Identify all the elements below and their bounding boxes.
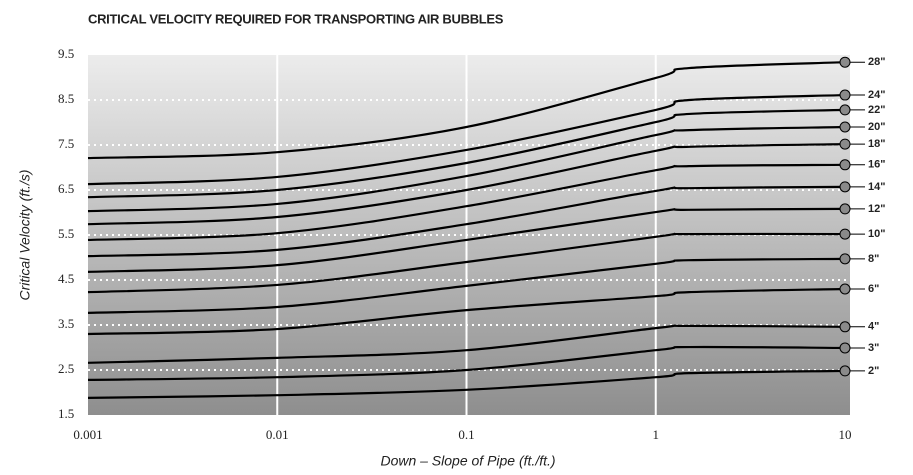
y-tick-label: 3.5	[58, 316, 74, 331]
series-line	[87, 287, 846, 336]
series-line	[87, 369, 846, 399]
end-marker	[839, 321, 851, 333]
series-label: 24"	[868, 89, 885, 101]
end-marker	[839, 159, 851, 171]
series-line	[87, 108, 846, 199]
series-label: 6"	[868, 283, 879, 295]
x-tick-label: 0.01	[266, 427, 289, 442]
y-tick-label: 5.5	[58, 226, 74, 241]
y-tick-label: 2.5	[58, 361, 74, 376]
series-line	[87, 143, 846, 226]
end-marker	[839, 121, 851, 133]
series-label: 14"	[868, 181, 885, 193]
series-line	[87, 61, 846, 160]
series-line	[87, 125, 846, 213]
chart-title: CRITICAL VELOCITY REQUIRED FOR TRANSPORT…	[88, 11, 504, 26]
end-marker	[839, 203, 851, 215]
series-label: 28"	[868, 56, 885, 68]
end-marker	[839, 253, 851, 265]
end-marker	[839, 181, 851, 193]
series-line	[87, 207, 846, 273]
series-label: 18"	[868, 138, 885, 150]
end-marker	[839, 228, 851, 240]
series-label: 20"	[868, 121, 885, 133]
series-line	[87, 185, 846, 258]
series-label: 10"	[868, 228, 885, 240]
end-marker	[839, 56, 851, 68]
x-tick-label: 1	[653, 427, 660, 442]
series-line	[87, 93, 846, 186]
y-tick-label: 4.5	[58, 271, 74, 286]
end-marker	[839, 283, 851, 295]
series-label: 22"	[868, 104, 885, 116]
series-line	[87, 345, 846, 381]
y-tick-label: 9.5	[58, 46, 74, 61]
series-label: 4"	[868, 321, 879, 333]
end-marker	[839, 89, 851, 101]
x-tick-label: 0.001	[73, 427, 102, 442]
series-line	[87, 257, 846, 314]
y-tick-label: 7.5	[58, 136, 74, 151]
end-marker	[839, 104, 851, 116]
series-label: 3"	[868, 342, 879, 354]
series-label: 16"	[868, 159, 885, 171]
series-line	[87, 163, 846, 242]
series-line	[87, 324, 846, 364]
x-tick-label: 10	[839, 427, 852, 442]
series-label: 8"	[868, 253, 879, 265]
y-tick-label: 8.5	[58, 91, 74, 106]
end-marker	[839, 342, 851, 354]
y-axis-title: Critical Velocity (ft./s)	[17, 170, 33, 301]
series-label: 2"	[868, 365, 879, 377]
end-marker	[839, 365, 851, 377]
y-tick-label: 1.5	[58, 406, 74, 421]
x-axis-title: Down – Slope of Pipe (ft./ft.)	[380, 453, 555, 469]
series-label: 12"	[868, 203, 885, 215]
x-tick-label: 0.1	[458, 427, 474, 442]
end-marker	[839, 138, 851, 150]
series-line	[87, 232, 846, 294]
y-tick-label: 6.5	[58, 181, 74, 196]
